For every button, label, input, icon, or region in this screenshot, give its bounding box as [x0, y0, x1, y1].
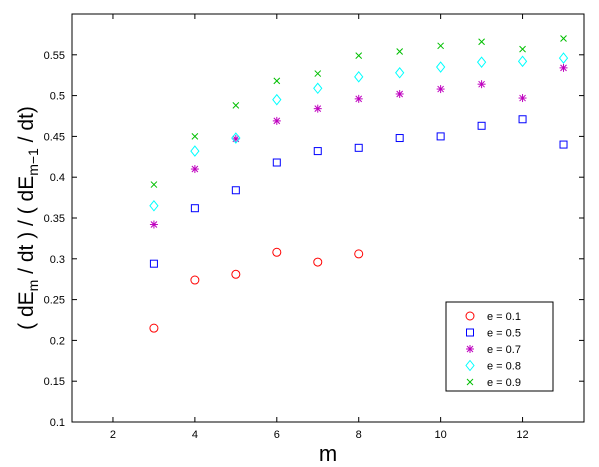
data-point-diamond	[558, 52, 569, 64]
x-tick-label: 4	[192, 429, 198, 441]
legend-marker-asterisk	[466, 345, 474, 353]
y-axis-title-part-close: / dt)	[15, 106, 38, 148]
data-point-x	[519, 45, 526, 53]
legend-marker-diamond	[465, 359, 475, 372]
data-point-asterisk	[190, 165, 199, 174]
x-axis-title: m	[319, 441, 337, 466]
y-axis-title: ( dEm / dt ) / ( dEm−1 / dt)	[15, 106, 41, 330]
legend-box	[445, 301, 554, 392]
legend-marker-x	[466, 378, 474, 386]
y-axis-title-part-mid: / dt ) / ( dE	[15, 176, 38, 280]
data-point-circle	[231, 269, 241, 279]
data-point-circle	[190, 275, 200, 285]
data-point-x	[560, 35, 567, 42]
legend-label: e = 0.7	[487, 344, 521, 356]
x-tick-label: 10	[435, 429, 447, 441]
data-point-asterisk	[149, 220, 158, 229]
legend-label: e = 0.8	[487, 361, 521, 373]
legend-label: e = 0.5	[487, 328, 521, 340]
data-point-square	[477, 121, 486, 130]
data-point-square	[395, 134, 404, 143]
data-point-square	[190, 204, 199, 213]
data-points	[149, 35, 569, 333]
data-point-circle	[149, 323, 159, 333]
data-point-x	[150, 181, 158, 188]
legend-label: e = 0.1	[487, 311, 521, 323]
data-point-asterisk	[436, 85, 445, 94]
x-tick-label: 6	[274, 429, 280, 441]
data-point-circle	[313, 257, 323, 267]
y-axis-title-part-open: ( dE	[15, 291, 38, 330]
data-point-diamond	[272, 93, 282, 106]
legend-marker-square	[466, 328, 474, 337]
data-point-square	[436, 132, 445, 141]
y-tick-label: 0.15	[44, 376, 65, 388]
data-point-x	[273, 77, 281, 85]
data-point-diamond	[354, 71, 364, 83]
y-tick-label: 0.3	[50, 254, 65, 266]
data-point-x	[355, 52, 363, 59]
data-point-asterisk	[354, 94, 363, 103]
data-point-square	[354, 143, 363, 152]
data-point-x	[396, 48, 404, 55]
y-tick-label: 0.5	[50, 91, 65, 103]
y-tick-label: 0.4	[50, 172, 65, 184]
y-tick-label: 0.1	[50, 417, 65, 429]
data-point-diamond	[517, 55, 528, 68]
data-point-x	[437, 42, 444, 50]
data-point-diamond	[435, 61, 446, 73]
data-point-x	[232, 102, 240, 109]
y-tick-label: 0.35	[44, 213, 65, 225]
data-point-x	[314, 70, 322, 77]
legend-label: e = 0.9	[487, 377, 521, 389]
data-point-asterisk	[313, 104, 322, 113]
data-point-square	[231, 186, 240, 195]
data-point-square	[149, 259, 158, 268]
y-tick-label: 0.2	[50, 335, 65, 347]
data-point-square	[272, 158, 281, 167]
y-tick-label: 0.25	[44, 295, 65, 307]
y-tick-label: 0.55	[44, 50, 65, 62]
data-point-diamond	[190, 145, 200, 157]
data-point-asterisk	[518, 94, 527, 103]
data-point-asterisk	[559, 63, 568, 72]
y-tick-label: 0.45	[44, 131, 65, 143]
data-point-asterisk	[395, 89, 404, 98]
data-point-square	[518, 115, 527, 124]
data-point-circle	[354, 249, 364, 259]
data-point-x	[191, 133, 199, 140]
data-point-square	[559, 140, 568, 149]
y-axis: 0.1 0.15 0.2 0.25 0.3 0.35 0.4 0.45 0.5 0.55	[44, 50, 584, 429]
data-point-circle	[272, 247, 282, 257]
x-tick-label: 2	[110, 429, 116, 441]
data-point-diamond	[231, 132, 241, 144]
y-axis-title-sub-m: m	[25, 280, 41, 292]
legend: e = 0.1 e = 0.5 e = 0.7 e = 0.8 e = 0.9	[445, 301, 554, 392]
data-point-diamond	[476, 56, 487, 68]
data-point-asterisk	[272, 116, 281, 125]
data-point-diamond	[149, 199, 159, 212]
x-tick-label: 12	[516, 429, 528, 441]
data-point-square	[313, 147, 322, 156]
x-axis: 2 4 6 8 10 12	[110, 14, 529, 441]
data-point-asterisk	[477, 80, 486, 89]
legend-marker-circle	[465, 311, 475, 321]
y-axis-title-sub-m-minus-1: m−1	[25, 148, 41, 176]
data-point-diamond	[313, 82, 323, 95]
data-point-x	[478, 38, 485, 46]
x-tick-label: 8	[356, 429, 362, 441]
data-point-diamond	[395, 66, 405, 79]
